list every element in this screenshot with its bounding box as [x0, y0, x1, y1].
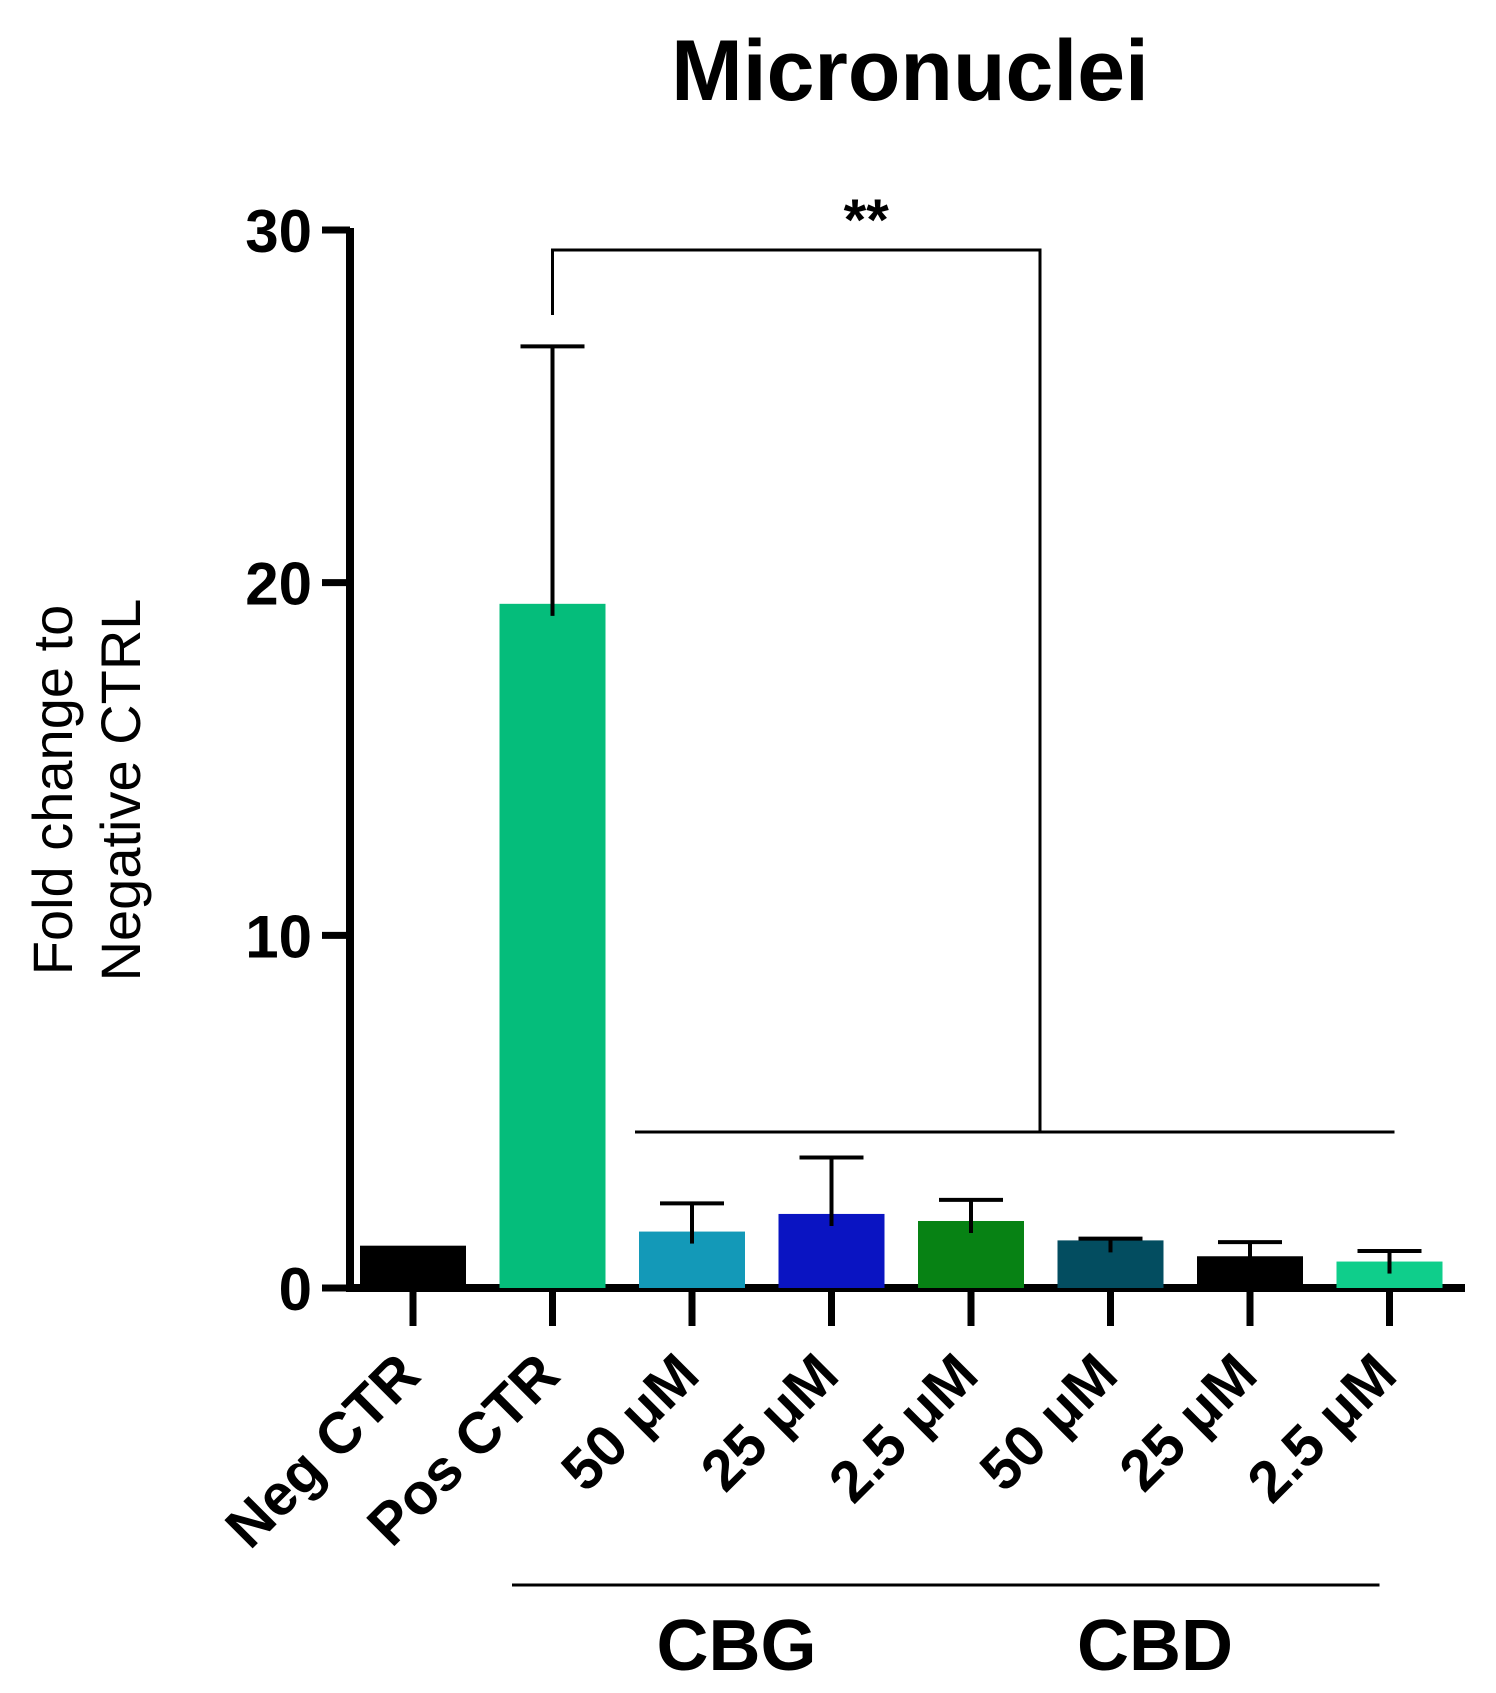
bars [360, 603, 1443, 1288]
y-axis-label-line-2: Negative CTRL [89, 599, 152, 982]
y-axis-label: Fold change to Negative CTRL [21, 599, 152, 982]
y-tick-label-2: 20 [245, 551, 312, 618]
y-tick-label-1: 10 [245, 903, 312, 970]
significance-line [551, 248, 1042, 1132]
bar-0 [360, 1245, 466, 1288]
x-tick-label-7: 2.5 μM [1235, 1341, 1409, 1515]
y-axis-label-line-1: Fold change to [21, 605, 84, 975]
x-tick-label-2: 50 μM [549, 1341, 711, 1503]
x-tick-label-4: 2.5 μM [817, 1341, 991, 1515]
significance-label: ** [844, 188, 890, 253]
group-label-0: CBG [657, 1606, 817, 1686]
y-tick-label-0: 0 [279, 1256, 312, 1323]
error-bars [520, 344, 1422, 1274]
group-labels: CBG CBD [512, 1583, 1380, 1686]
significance-bracket: ** [551, 188, 1395, 1134]
y-tick-label-3: 30 [245, 198, 312, 265]
group-label-1: CBD [1077, 1606, 1233, 1686]
chart-title: Micronuclei [671, 23, 1149, 119]
bar-1 [499, 603, 606, 1288]
x-tick-label-5: 50 μM [967, 1341, 1129, 1503]
bar-3 [778, 1213, 885, 1288]
